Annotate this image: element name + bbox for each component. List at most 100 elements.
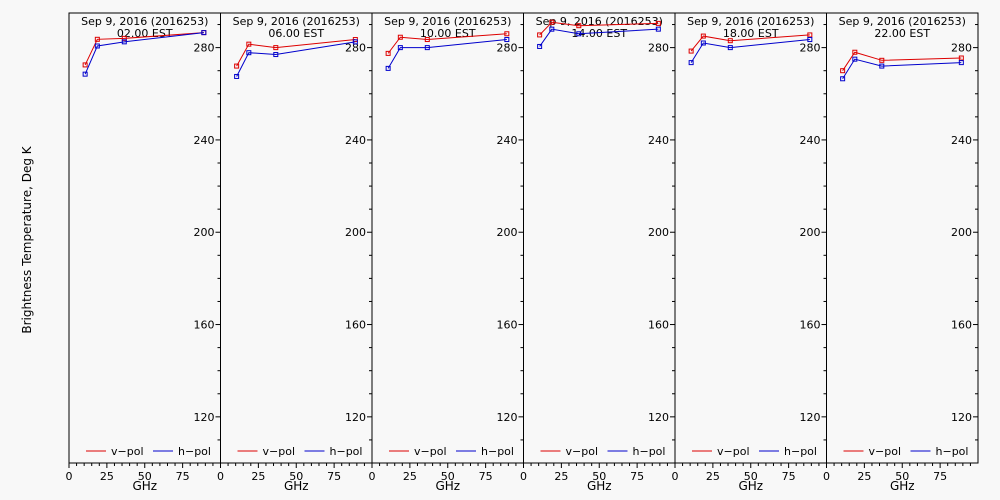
v-pol-point [246, 41, 252, 47]
h-pol-point [273, 52, 279, 58]
v-pol-point [576, 23, 582, 29]
h-pol-line [84, 32, 204, 75]
y-tick-label: 240 [497, 134, 518, 147]
x-tick-label: 25 [857, 470, 871, 483]
panel-title: Sep 9, 2016 (2016253) [687, 15, 814, 28]
x-axis-label: GHz [284, 479, 309, 493]
x-tick-label: 50 [592, 470, 606, 483]
h-pol-point [201, 30, 207, 36]
x-tick-label: 0 [823, 470, 830, 483]
h-pol-point [807, 37, 813, 43]
h-pol-line [387, 39, 507, 69]
y-tick-label: 240 [951, 134, 972, 147]
v-pol-line [84, 32, 204, 66]
v-pol-point [700, 33, 706, 39]
y-tick-label: 120 [497, 411, 518, 424]
chart-panel-2: Sep 9, 2016 (2016253)06.00 EST 120 160 200 2… [217, 12, 373, 493]
chart-panel-5: Sep 9, 2016 (2016253)18.00 EST 120 160 200 2… [672, 12, 827, 493]
h-pol-point [504, 37, 510, 43]
y-tick-label: 160 [194, 319, 215, 332]
h-pol-point [700, 40, 706, 46]
h-pol-point [385, 65, 391, 71]
y-tick-label: 200 [951, 226, 972, 239]
v-pol-line [387, 33, 507, 54]
v-pol-point [424, 37, 430, 43]
y-tick-label: 280 [345, 42, 366, 55]
legend-h-pol-label: h−pol [481, 445, 514, 458]
legend-v-pol-label: v−pol [717, 445, 750, 458]
h-pol-point [352, 39, 358, 45]
y-tick-label: 240 [194, 134, 215, 147]
x-axis-label: GHz [435, 479, 460, 493]
x-tick-label: 0 [217, 470, 224, 483]
v-pol-point [840, 68, 846, 74]
x-tick-label: 75 [176, 470, 190, 483]
v-pol-point [537, 32, 543, 38]
y-tick-label: 160 [800, 319, 821, 332]
h-pol-line [539, 28, 659, 47]
legend-v-pol-label: v−pol [111, 445, 144, 458]
y-tick-label: 120 [345, 411, 366, 424]
h-pol-point [94, 43, 100, 49]
v-pol-line [842, 51, 962, 71]
y-tick-label: 160 [648, 319, 669, 332]
y-tick-label: 200 [800, 226, 821, 239]
y-tick-label: 160 [951, 319, 972, 332]
legend-h-pol-label: h−pol [330, 445, 363, 458]
y-tick-label: 280 [951, 42, 972, 55]
v-pol-point [82, 62, 88, 68]
y-tick-label: 160 [497, 319, 518, 332]
y-tick-label: 120 [800, 411, 821, 424]
h-pol-point [879, 63, 885, 69]
v-pol-point [879, 57, 885, 63]
panel-title: Sep 9, 2016 (2016253) [536, 15, 663, 28]
v-pol-point [234, 63, 240, 69]
h-pol-point [688, 60, 694, 66]
x-tick-label: 25 [554, 470, 568, 483]
x-tick-label: 75 [933, 470, 947, 483]
legend-h-pol-label: h−pol [784, 445, 817, 458]
legend-v-pol-label: v−pol [263, 445, 296, 458]
legend-h-pol-label: h−pol [936, 445, 969, 458]
h-pol-line [690, 39, 810, 63]
v-pol-point [397, 34, 403, 40]
y-tick-label: 240 [800, 134, 821, 147]
h-pol-point [727, 45, 733, 51]
chart-panel-6: Sep 9, 2016 (2016253)22.00 EST 120 160 200 2… [823, 12, 979, 493]
v-pol-point [655, 20, 661, 26]
y-tick-label: 120 [648, 411, 669, 424]
y-tick-label: 120 [951, 411, 972, 424]
y-tick-label: 200 [497, 226, 518, 239]
v-pol-line [690, 34, 810, 52]
y-tick-label: 280 [648, 42, 669, 55]
panel-title: Sep 9, 2016 (2016253) [233, 15, 360, 28]
legend-v-pol-label: v−pol [869, 445, 902, 458]
v-pol-point [958, 55, 964, 61]
x-tick-label: 0 [66, 470, 73, 483]
h-pol-point [576, 31, 582, 37]
y-tick-label: 200 [194, 226, 215, 239]
x-axis-label: GHz [587, 479, 612, 493]
v-pol-point [273, 45, 279, 51]
x-tick-label: 50 [744, 470, 758, 483]
v-pol-line [236, 39, 356, 67]
h-pol-point [246, 50, 252, 56]
x-tick-label: 75 [782, 470, 796, 483]
x-tick-label: 75 [479, 470, 493, 483]
v-pol-point [504, 31, 510, 37]
legend-v-pol-label: v−pol [566, 445, 599, 458]
y-tick-label: 120 [194, 411, 215, 424]
x-axis-label: GHz [890, 479, 915, 493]
v-pol-line [539, 21, 659, 36]
v-pol-point [727, 38, 733, 44]
y-tick-label: 200 [345, 226, 366, 239]
chart-panel-1: Sep 9, 2016 (2016253)02.00 EST 120 160 200 2… [66, 12, 221, 493]
v-pol-point [94, 36, 100, 42]
x-tick-label: 25 [251, 470, 265, 483]
y-axis-label: Brightness Temperature, Deg K [20, 145, 34, 333]
x-tick-label: 0 [520, 470, 527, 483]
h-pol-point [852, 56, 858, 62]
panel-subtitle: 06.00 EST [268, 27, 324, 40]
x-tick-label: 25 [403, 470, 417, 483]
